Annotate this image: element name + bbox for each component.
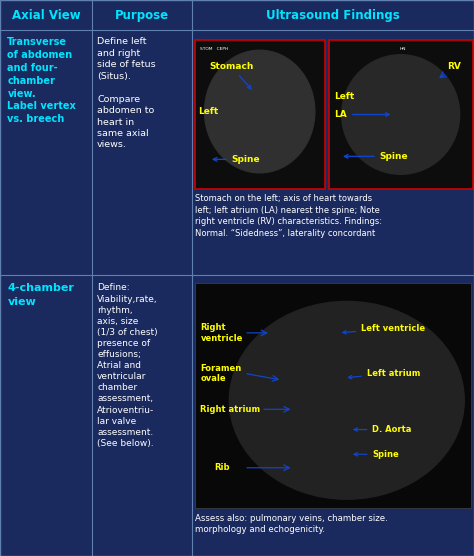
Text: Ultrasound Findings: Ultrasound Findings [266,8,400,22]
FancyBboxPatch shape [329,40,473,189]
Text: STOM   CEPH: STOM CEPH [201,47,229,51]
Text: Right
ventricle: Right ventricle [201,323,243,342]
FancyBboxPatch shape [195,40,325,189]
Text: D. Aorta: D. Aorta [354,425,412,434]
Text: Left ventricle: Left ventricle [343,324,425,334]
Text: RV: RV [447,62,461,71]
Text: HN: HN [399,47,406,51]
Text: Axial View: Axial View [12,8,80,22]
Text: Purpose: Purpose [115,8,169,22]
Text: Left: Left [335,92,355,101]
Text: Stomach on the left; axis of heart towards
left; left atrium (LA) nearest the sp: Stomach on the left; axis of heart towar… [195,194,382,237]
Bar [195,284,471,508]
Ellipse shape [229,301,464,499]
Ellipse shape [205,50,315,173]
Text: Rib: Rib [215,463,230,472]
Text: Left: Left [198,107,218,116]
Text: Spine: Spine [213,155,260,164]
Text: LA: LA [335,110,389,119]
Text: Define left
and right
side of fetus
(Situs).

Compare
abdomen to
heart in
same a: Define left and right side of fetus (Sit… [97,37,155,150]
Text: Define:
Viability,rate,
rhythm,
axis, size
(1/3 of chest)
presence of
effusions;: Define: Viability,rate, rhythm, axis, si… [97,284,158,448]
Text: Right atrium: Right atrium [201,405,261,414]
Text: Spine: Spine [354,450,399,459]
Text: Left atrium: Left atrium [348,369,420,379]
Text: 4-chamber
view: 4-chamber view [8,284,74,306]
Ellipse shape [342,54,460,174]
Text: Stomach: Stomach [209,62,253,89]
Text: Spine: Spine [345,152,408,161]
Text: Foramen
ovale: Foramen ovale [201,364,242,383]
Text: Transverse
of abdomen
and four-
chamber
view.
Label vertex
vs. breech: Transverse of abdomen and four- chamber … [8,37,76,124]
Text: Assess also: pulmonary veins, chamber size.
morphology and echogenicity.: Assess also: pulmonary veins, chamber si… [195,514,388,534]
